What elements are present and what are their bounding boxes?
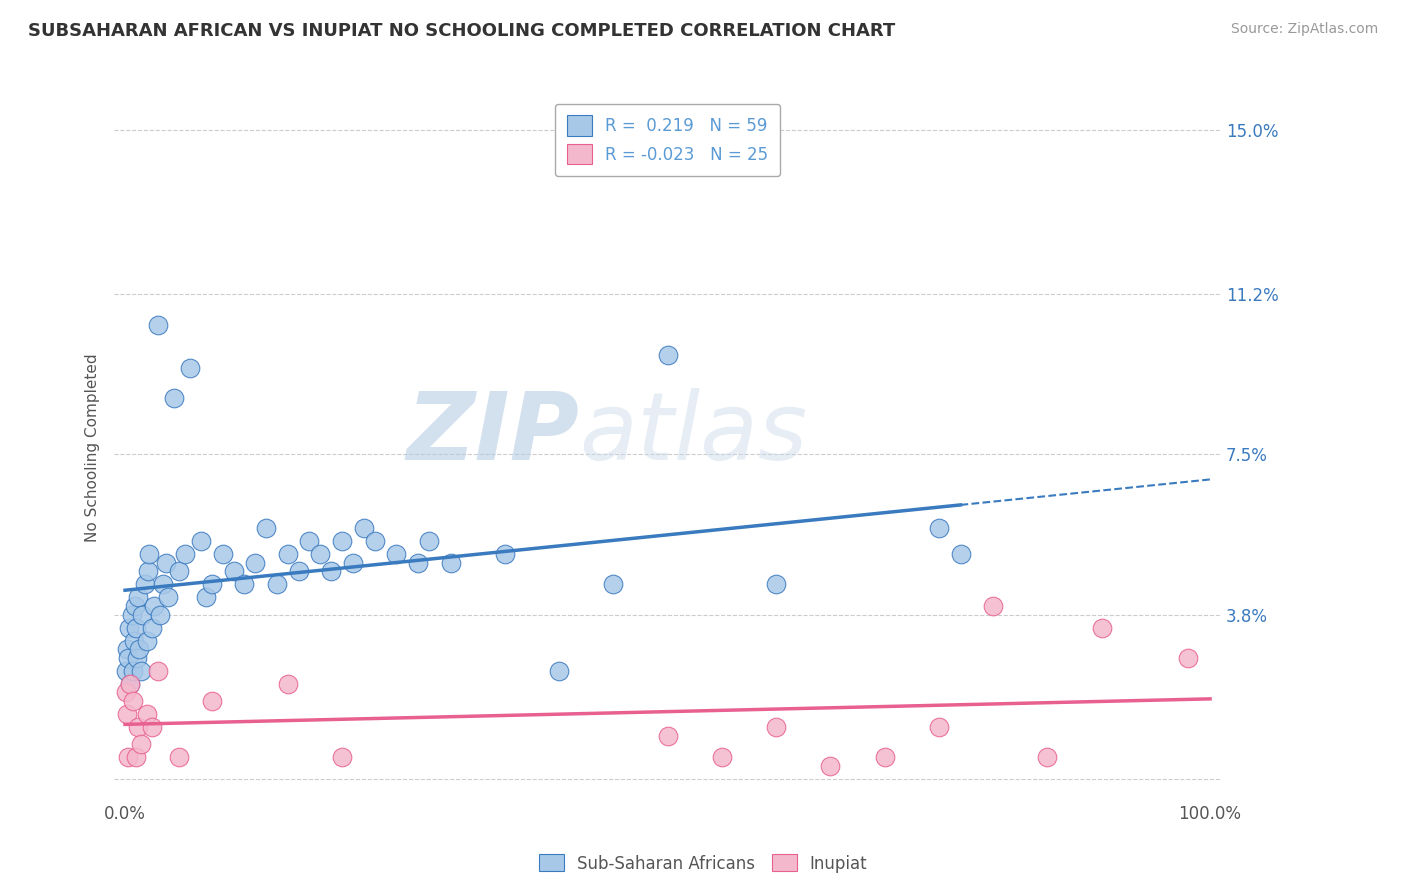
Point	[949, 547, 972, 561]
Point	[254, 521, 277, 535]
Point	[127, 591, 149, 605]
Point	[309, 547, 332, 561]
Text: SUBSAHARAN AFRICAN VS INUPIAT NO SCHOOLING COMPLETED CORRELATION CHART: SUBSAHARAN AFRICAN VS INUPIAT NO SCHOOLI…	[28, 22, 896, 40]
Point	[146, 318, 169, 332]
Point	[152, 577, 174, 591]
Point	[1090, 621, 1112, 635]
Point	[321, 564, 343, 578]
Point	[765, 577, 787, 591]
Text: atlas: atlas	[579, 388, 807, 479]
Point	[157, 591, 180, 605]
Point	[128, 642, 150, 657]
Point	[138, 547, 160, 561]
Point	[657, 348, 679, 362]
Point	[287, 564, 309, 578]
Point	[163, 391, 186, 405]
Point	[439, 556, 461, 570]
Point	[222, 564, 245, 578]
Point	[765, 720, 787, 734]
Point	[125, 650, 148, 665]
Point	[330, 750, 353, 764]
Point	[118, 621, 141, 635]
Point	[201, 577, 224, 591]
Point	[127, 720, 149, 734]
Point	[121, 694, 143, 708]
Point	[135, 633, 157, 648]
Point	[277, 547, 299, 561]
Point	[928, 521, 950, 535]
Point	[353, 521, 375, 535]
Point	[245, 556, 267, 570]
Point	[385, 547, 408, 561]
Y-axis label: No Schooling Completed: No Schooling Completed	[86, 353, 100, 542]
Point	[1036, 750, 1059, 764]
Point	[548, 664, 571, 678]
Point	[233, 577, 256, 591]
Point	[169, 564, 191, 578]
Point	[873, 750, 896, 764]
Point	[1177, 650, 1199, 665]
Point	[602, 577, 624, 591]
Point	[195, 591, 218, 605]
Point	[928, 720, 950, 734]
Point	[363, 533, 385, 548]
Point	[146, 664, 169, 678]
Legend: R =  0.219   N = 59, R = -0.023   N = 25: R = 0.219 N = 59, R = -0.023 N = 25	[555, 103, 780, 176]
Point	[141, 720, 163, 734]
Point	[342, 556, 364, 570]
Point	[266, 577, 288, 591]
Point	[330, 533, 353, 548]
Point	[155, 556, 177, 570]
Point	[125, 750, 148, 764]
Text: ZIP: ZIP	[406, 388, 579, 480]
Point	[117, 650, 139, 665]
Point	[141, 621, 163, 635]
Point	[149, 607, 172, 622]
Point	[169, 750, 191, 764]
Point	[135, 707, 157, 722]
Point	[115, 642, 138, 657]
Point	[121, 607, 143, 622]
Point	[120, 677, 142, 691]
Point	[122, 633, 145, 648]
Point	[418, 533, 440, 548]
Point	[494, 547, 516, 561]
Point	[117, 750, 139, 764]
Point	[710, 750, 733, 764]
Point	[277, 677, 299, 691]
Point	[298, 533, 321, 548]
Point	[134, 577, 156, 591]
Point	[981, 599, 1004, 613]
Point	[131, 607, 153, 622]
Text: Source: ZipAtlas.com: Source: ZipAtlas.com	[1230, 22, 1378, 37]
Point	[143, 599, 166, 613]
Point	[211, 547, 233, 561]
Point	[406, 556, 429, 570]
Point	[115, 707, 138, 722]
Point	[190, 533, 212, 548]
Point	[120, 677, 142, 691]
Point	[124, 599, 146, 613]
Legend: Sub-Saharan Africans, Inupiat: Sub-Saharan Africans, Inupiat	[531, 847, 875, 880]
Point	[125, 621, 148, 635]
Point	[131, 737, 153, 751]
Point	[173, 547, 195, 561]
Point	[115, 664, 138, 678]
Point	[136, 564, 159, 578]
Point	[657, 729, 679, 743]
Point	[201, 694, 224, 708]
Point	[179, 360, 201, 375]
Point	[131, 664, 153, 678]
Point	[121, 664, 143, 678]
Point	[820, 759, 842, 773]
Point	[115, 685, 138, 699]
